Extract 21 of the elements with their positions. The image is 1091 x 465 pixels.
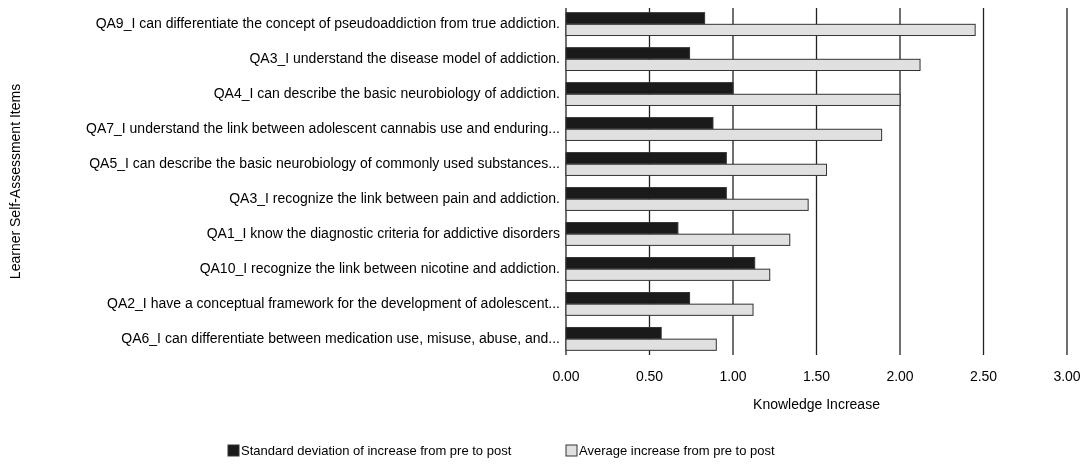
y-tick-label: QA4_I can describe the basic neurobiology of addiction. bbox=[213, 84, 560, 101]
x-tick-label: 1.00 bbox=[719, 368, 747, 384]
y-tick-label: QA10_I recognize the link between nicotine and addiction. bbox=[199, 259, 560, 276]
x-axis-title: Knowledge Increase bbox=[753, 396, 881, 412]
x-tick-label: 2.00 bbox=[886, 368, 914, 384]
y-tick-label: QA3_I recognize the link between pain and addiction. bbox=[229, 189, 560, 206]
y-tick-label: QA7_I understand the link between adolescent cannabis use and enduring... bbox=[86, 119, 560, 136]
y-tick-label: QA9_I can differentiate the concept of pseudoaddiction from true addiction. bbox=[95, 14, 560, 31]
legend-label: Standard deviation of increase from pre to post bbox=[241, 443, 512, 458]
x-tick-label: 3.00 bbox=[1053, 368, 1081, 384]
legend-label: Average increase from pre to post bbox=[579, 443, 775, 458]
y-tick-label: QA1_I know the diagnostic criteria for addictive disorders bbox=[206, 224, 560, 241]
y-tick-label: QA6_I can differentiate between medication use, misuse, abuse, and... bbox=[121, 329, 560, 346]
x-tick-label: 0.50 bbox=[635, 368, 664, 384]
y-axis-title: Learner Self-Assessment Items bbox=[7, 83, 23, 280]
x-tick-label: 2.50 bbox=[969, 368, 998, 384]
x-tick-label: 0.00 bbox=[552, 368, 580, 384]
y-tick-label: QA5_I can describe the basic neurobiology of commonly used substances... bbox=[89, 154, 560, 171]
y-tick-label: QA3_I understand the disease model of addiction. bbox=[249, 49, 560, 66]
x-tick-label: 1.50 bbox=[802, 368, 831, 384]
y-tick-label: QA2_I have a conceptual framework for the development of adolescent... bbox=[107, 294, 560, 311]
